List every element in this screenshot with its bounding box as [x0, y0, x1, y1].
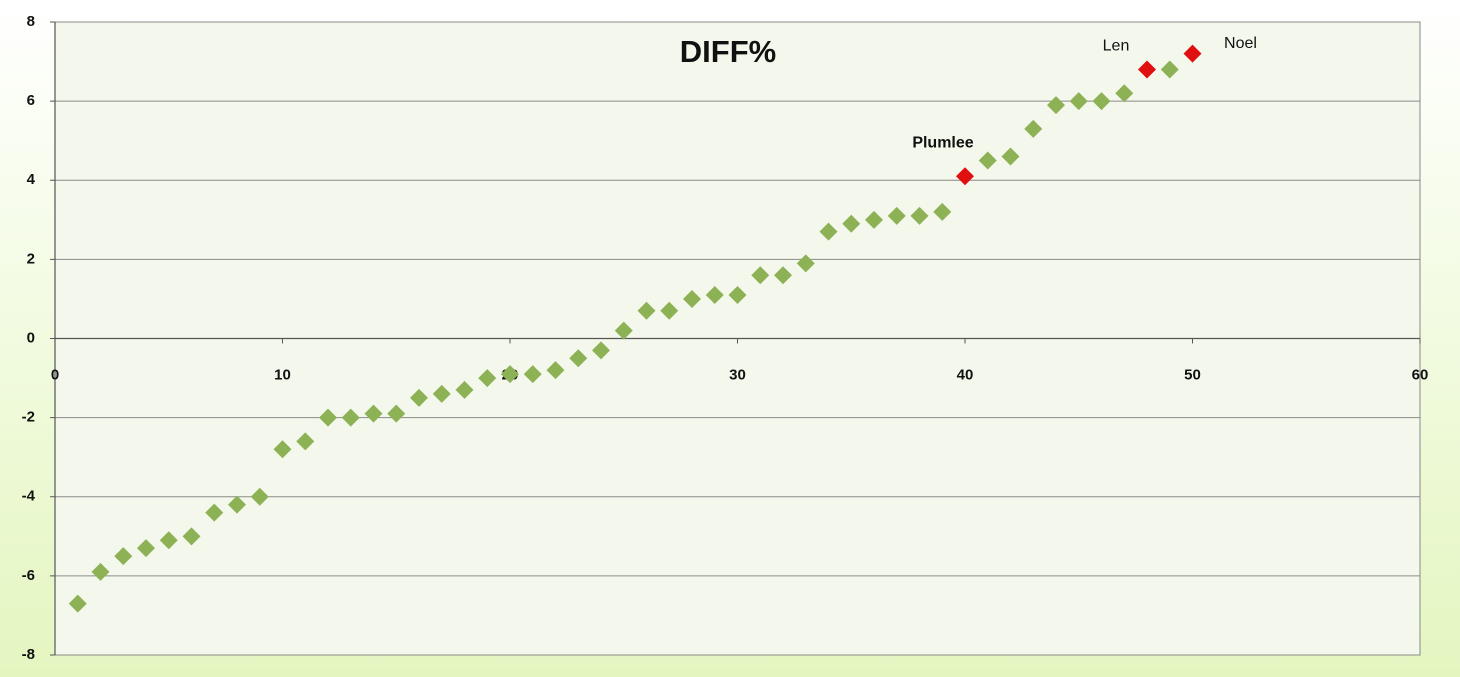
data-point	[432, 384, 451, 403]
data-point	[1069, 92, 1088, 111]
data-point	[341, 408, 360, 427]
point-label: Noel	[1224, 35, 1257, 52]
data-point	[796, 254, 815, 273]
y-tick-label: 0	[27, 329, 35, 346]
data-point	[205, 503, 224, 522]
x-tick-label: 30	[729, 366, 746, 383]
y-tick-label: -8	[22, 646, 35, 663]
data-point	[614, 321, 633, 340]
grid: -8-6-4-2024680102030405060	[22, 13, 1429, 663]
y-tick-label: 4	[27, 171, 36, 188]
data-point	[1024, 119, 1043, 138]
point-label: Plumlee	[912, 135, 973, 152]
x-tick-label: 50	[1184, 366, 1201, 383]
data-point	[592, 341, 610, 360]
data-point	[705, 285, 724, 304]
data-point	[159, 531, 178, 550]
x-tick-label: 10	[274, 366, 291, 383]
data-point	[569, 349, 588, 368]
data-point	[137, 539, 155, 558]
data-point	[887, 206, 906, 225]
data-point	[91, 562, 110, 581]
data-point	[842, 214, 861, 233]
data-point	[819, 222, 838, 241]
data-point	[182, 527, 201, 546]
data-point	[910, 206, 929, 225]
data-point	[1138, 60, 1156, 79]
data-point	[956, 167, 974, 186]
data-point	[865, 210, 883, 229]
data-point	[1183, 44, 1202, 63]
data-point	[1001, 147, 1020, 166]
data-point	[501, 365, 519, 384]
x-tick-label: 60	[1412, 366, 1429, 383]
chart-title: DIFF%	[680, 34, 776, 69]
data-point	[478, 369, 497, 388]
marks: Plumlee Len Noel	[68, 35, 1257, 613]
data-point	[546, 361, 565, 380]
y-tick-label: -4	[22, 488, 36, 505]
point-label: Len	[1103, 38, 1130, 55]
y-tick-label: 6	[27, 92, 35, 109]
data-point	[296, 432, 315, 451]
data-point	[751, 266, 770, 285]
y-tick-label: 2	[27, 250, 35, 267]
x-tick-label: 40	[957, 366, 974, 383]
data-point	[228, 495, 246, 514]
data-point	[410, 388, 428, 407]
y-tick-label: 8	[27, 13, 35, 30]
data-point	[774, 266, 792, 285]
data-point	[1047, 96, 1065, 115]
y-tick-label: -6	[22, 567, 35, 584]
data-point	[933, 202, 952, 221]
data-point	[683, 289, 701, 308]
data-point	[364, 404, 383, 423]
x-tick-label: 0	[51, 366, 59, 383]
data-point	[250, 487, 269, 506]
data-point	[637, 301, 656, 320]
data-point	[273, 440, 292, 459]
data-point	[1115, 84, 1134, 103]
data-point	[1092, 92, 1111, 111]
data-point	[660, 301, 679, 320]
data-point	[1160, 60, 1179, 79]
data-point	[387, 404, 406, 423]
data-point	[114, 547, 133, 566]
data-point	[523, 365, 542, 384]
data-point	[68, 594, 87, 613]
data-point	[319, 408, 337, 427]
data-point	[728, 285, 747, 304]
data-point	[978, 151, 997, 170]
data-point	[455, 380, 474, 399]
y-tick-label: -2	[22, 409, 35, 426]
